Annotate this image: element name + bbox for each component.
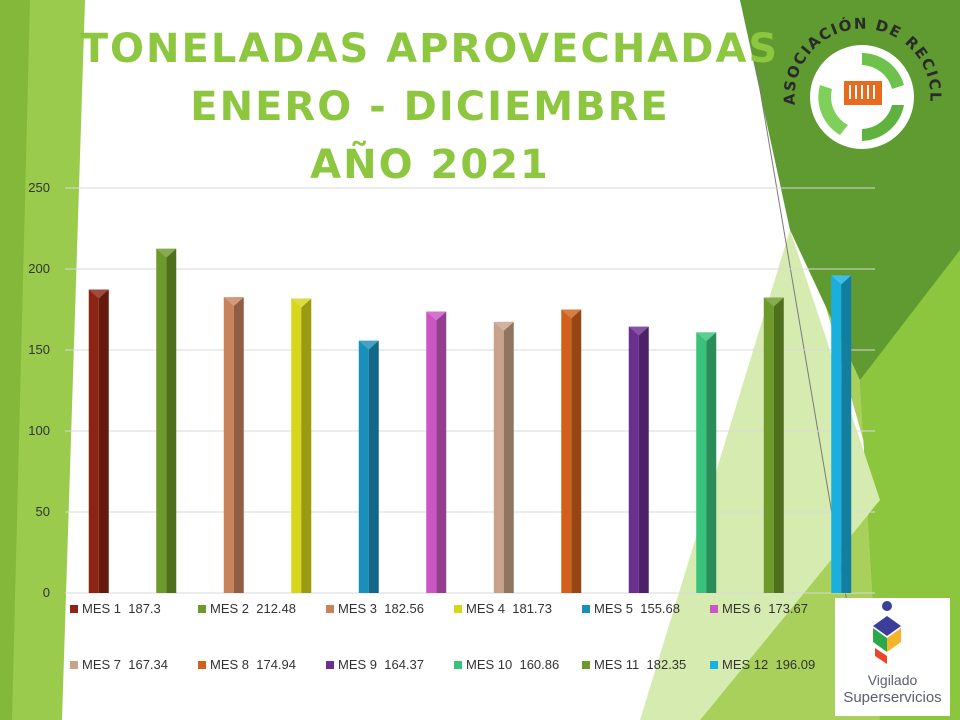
title-line-3: AÑO 2021 [310,142,550,188]
bar [88,289,109,593]
legend-item: MES 5 155.68 [582,601,680,616]
legend-label: MES 7 167.34 [82,657,168,672]
bg-stripe-right-pale [640,230,880,720]
superservicios-logo-icon [873,601,901,664]
legend-label: MES 3 182.56 [338,601,424,616]
y-tick-label: 100 [28,423,50,438]
logo-columns [849,85,875,99]
y-tick-label: 150 [28,342,50,357]
legend-label: MES 6 173.67 [722,601,808,616]
title-line-1: TONELADAS APROVECHADAS [80,26,780,72]
legend-item: MES 6 173.67 [710,601,808,616]
bar [223,297,244,593]
chart-legend: MES 1 187.3 MES 2 212.48 MES 3 182.56 MES 4… [70,601,815,672]
bar [291,298,312,593]
legend-label: MES 1 187.3 [82,601,161,616]
legend-label: MES 8 174.94 [210,657,296,672]
chart-bars [88,248,852,593]
bar [561,309,582,593]
legend-label: MES 5 155.68 [594,601,680,616]
legend-label: MES 12 196.09 [722,657,815,672]
legend-item: MES 2 212.48 [198,601,296,616]
bar [628,326,649,593]
bar [493,321,514,593]
legend-item: MES 9 164.37 [326,657,424,672]
association-logo: ASOCIACIÓN DE RECICLADORES DEL META [770,5,943,149]
bar [156,248,177,593]
legend-item: MES 7 167.34 [70,657,168,672]
legend-label: MES 11 182.35 [594,657,686,672]
legend-item: MES 3 182.56 [326,601,424,616]
y-tick-label: 200 [28,261,50,276]
vigilado-superservicios-badge: Vigilado Superservicios [835,598,950,716]
legend-item: MES 4 181.73 [454,601,552,616]
y-tick-label: 250 [28,180,50,195]
bar [426,311,447,593]
bar [358,340,379,593]
title-line-2: ENERO - DICIEMBRE [190,84,670,130]
chart-title: TONELADAS APROVECHADAS ENERO - DICIEMBRE… [70,20,790,194]
legend-label: MES 10 160.86 [466,657,559,672]
legend-item: MES 11 182.35 [582,657,686,672]
legend-item: MES 12 196.09 [710,657,815,672]
bar [696,332,717,593]
y-tick-label: 0 [43,585,50,600]
y-tick-label: 50 [36,504,50,519]
legend-label: MES 9 164.37 [338,657,424,672]
legend-item: MES 8 174.94 [198,657,296,672]
vigilado-label: Vigilado [867,672,918,688]
legend-label: MES 4 181.73 [466,601,552,616]
bar [763,297,784,593]
legend-item: MES 1 187.3 [70,601,161,616]
y-axis: 0 50 100 150 200 250 [28,180,50,600]
legend-item: MES 10 160.86 [454,657,559,672]
legend-label: MES 2 212.48 [210,601,296,616]
recycle-arrows-icon [818,53,904,141]
superservicios-label: Superservicios [843,689,942,706]
chart-grid [65,187,875,594]
bg-stripe-left-dark [0,0,30,720]
bar [831,275,852,593]
